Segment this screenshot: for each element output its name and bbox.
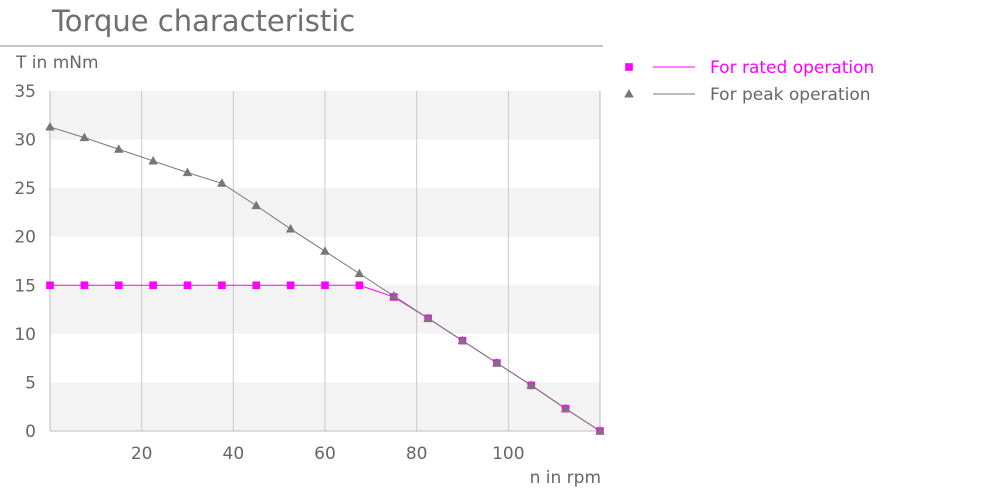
y-tick-label: 10 <box>14 325 36 345</box>
data-point <box>285 223 296 233</box>
legend-item: For peak operation <box>624 85 871 105</box>
legend-item: For rated operation <box>625 58 874 78</box>
data-point <box>218 281 226 290</box>
data-point <box>80 281 89 290</box>
tick-labels: 0 5 10 15 20 25 30 35 20 40 60 80 100 <box>14 82 524 464</box>
y-tick-label: 0 <box>25 422 36 442</box>
legend-label: For rated operation <box>710 58 874 78</box>
data-point <box>457 335 468 345</box>
y-tick-label: 35 <box>14 82 36 102</box>
x-tick-label: 40 <box>223 444 245 464</box>
data-point <box>114 281 123 290</box>
data-point <box>252 281 261 290</box>
data-point <box>321 281 329 290</box>
data-point <box>355 281 364 290</box>
legend-marker <box>624 89 634 98</box>
data-point <box>149 281 157 290</box>
y-axis-label: T in mNm <box>15 53 99 73</box>
y-tick-label: 5 <box>25 373 36 393</box>
chart-title: Torque characteristic <box>51 4 355 38</box>
data-point <box>46 281 54 290</box>
data-point <box>423 313 433 322</box>
data-point <box>113 144 124 153</box>
axes <box>49 91 601 432</box>
x-tick-label: 60 <box>314 444 336 464</box>
data-point <box>217 178 227 187</box>
data-point <box>148 155 158 165</box>
data-point <box>492 358 502 367</box>
data-point <box>183 281 192 290</box>
vertical-gridlines <box>141 91 509 431</box>
data-point <box>251 200 262 210</box>
legend: For rated operation For peak operation <box>624 58 874 105</box>
data-point <box>45 121 55 131</box>
data-point <box>79 132 90 142</box>
y-tick-label: 20 <box>14 228 36 248</box>
legend-marker <box>625 63 633 71</box>
data-point <box>526 380 537 389</box>
series-layer <box>45 121 605 435</box>
y-tick-label: 25 <box>14 179 36 199</box>
y-tick-label: 30 <box>14 131 36 151</box>
y-tick-label: 15 <box>14 276 36 296</box>
data-point <box>560 403 571 413</box>
legend-label: For peak operation <box>710 85 871 105</box>
series-markers-1 <box>45 121 605 435</box>
x-tick-label: 80 <box>406 444 428 464</box>
data-point <box>595 426 605 435</box>
data-point <box>388 290 399 300</box>
x-axis-label: n in rpm <box>530 468 601 488</box>
x-tick-label: 100 <box>492 444 524 464</box>
x-tick-label: 20 <box>131 444 153 464</box>
data-point <box>286 281 295 290</box>
data-point <box>182 167 193 177</box>
data-point <box>320 246 330 255</box>
data-point <box>354 268 365 278</box>
